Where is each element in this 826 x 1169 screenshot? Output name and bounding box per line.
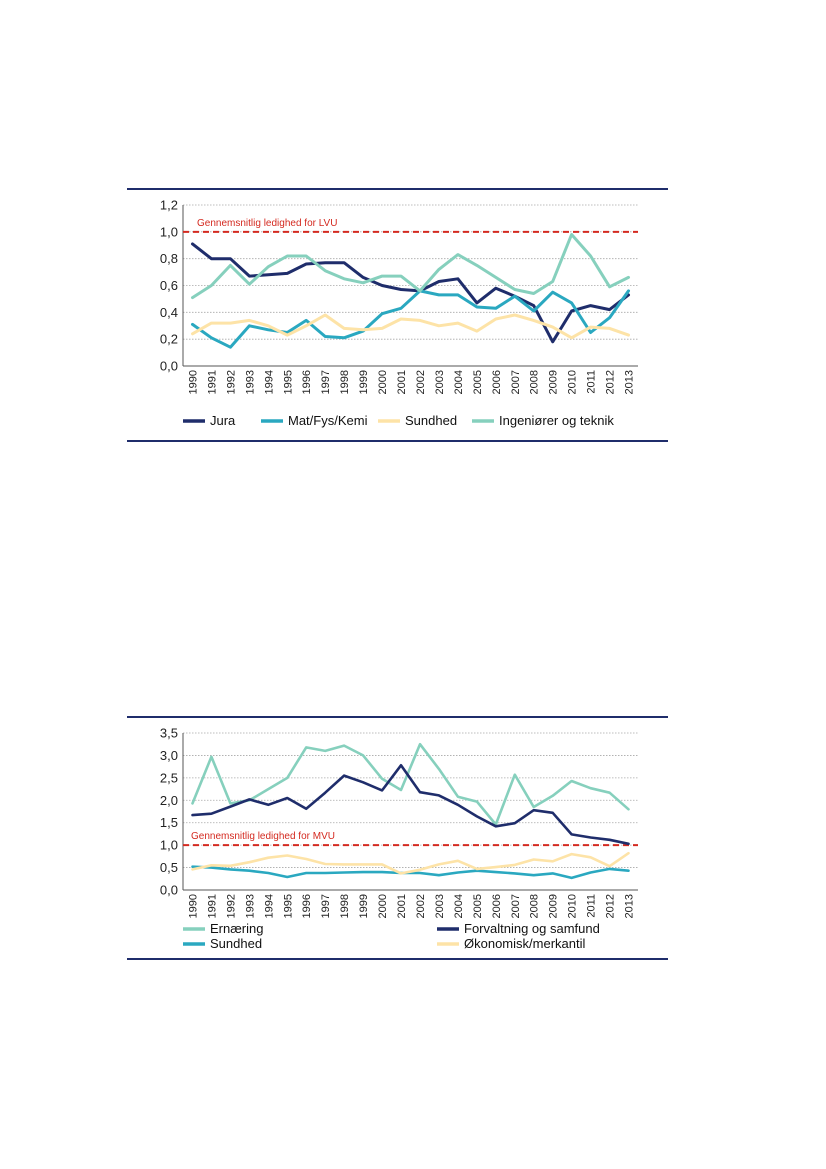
x-tick-label: 2008 xyxy=(529,894,541,918)
x-tick-label: 2008 xyxy=(529,370,541,394)
legend-label: Ingeniører og teknik xyxy=(499,413,614,428)
chart1-top-rule xyxy=(127,188,668,190)
chart-unemployment-lvu: 0,0 0,2 0,4 0,6 0,8 1,0 1,2 1990 1991 1992 1993 199… xyxy=(160,198,638,428)
x-tick-label: 2003 xyxy=(434,894,446,918)
x-tick-label: 2007 xyxy=(510,894,522,918)
y-tick-label: 3,0 xyxy=(160,748,178,763)
y-tick-label: 1,0 xyxy=(160,224,178,239)
x-tick-label: 1999 xyxy=(358,370,370,394)
y-tick-label: 0,5 xyxy=(160,860,178,875)
x-tick-label: 2001 xyxy=(396,894,408,918)
x-tick-label: 1992 xyxy=(225,370,237,394)
x-tick-label: 1996 xyxy=(301,370,313,394)
legend-label: Sundhed xyxy=(405,413,457,428)
x-tick-label: 2010 xyxy=(567,894,579,918)
reference-line-label: Gennemsnitlig ledighed for LVU xyxy=(197,218,337,229)
y-tick-label: 1,2 xyxy=(160,198,178,213)
x-tick-label: 2005 xyxy=(472,894,484,918)
x-tick-label: 2009 xyxy=(548,370,560,394)
x-tick-label: 2001 xyxy=(396,370,408,394)
x-tick-label: 1994 xyxy=(263,370,275,394)
x-tick-label: 1999 xyxy=(358,894,370,918)
chart-unemployment-mvu: 0,0 0,5 1,0 1,5 2,0 2,5 3,0 3,5 1990 1991 1992 1993… xyxy=(160,726,638,951)
x-tick-label: 2010 xyxy=(567,370,579,394)
x-tick-label: 1995 xyxy=(282,894,294,918)
series-line-2 xyxy=(191,865,630,880)
y-tick-label: 0,0 xyxy=(160,883,178,898)
legend-label: Mat/Fys/Kemi xyxy=(288,413,368,428)
x-tick-label: 1991 xyxy=(206,894,218,918)
x-tick-label: 2004 xyxy=(453,370,465,394)
x-tick-label: 1992 xyxy=(225,894,237,918)
x-tick-label: 2013 xyxy=(624,370,636,394)
x-tick-label: 1998 xyxy=(339,894,351,918)
x-tick-label: 2000 xyxy=(377,894,389,918)
legend-label: Sundhed xyxy=(210,936,262,951)
x-tick-label: 2009 xyxy=(548,894,560,918)
chart2-top-rule xyxy=(127,716,668,718)
y-tick-label: 0,0 xyxy=(160,359,178,374)
x-tick-label: 2013 xyxy=(624,894,636,918)
series-line-3 xyxy=(191,851,630,875)
x-tick-label: 1993 xyxy=(244,370,256,394)
x-tick-label: 1998 xyxy=(339,370,351,394)
y-tick-label: 2,0 xyxy=(160,793,178,808)
legend-label: Jura xyxy=(210,413,236,428)
y-tick-label: 1,5 xyxy=(160,815,178,830)
y-tick-label: 2,5 xyxy=(160,770,178,785)
x-tick-label: 2002 xyxy=(415,370,427,394)
x-tick-label: 1995 xyxy=(282,370,294,394)
x-tick-label: 2012 xyxy=(605,894,617,918)
y-tick-label: 0,2 xyxy=(160,332,178,347)
series-line-2 xyxy=(191,313,630,340)
chart1-bottom-rule xyxy=(127,440,668,442)
x-tick-label: 1993 xyxy=(244,894,256,918)
x-tick-label: 1990 xyxy=(187,370,199,394)
x-tick-label: 2011 xyxy=(586,370,598,394)
series-line-1 xyxy=(191,763,630,846)
y-tick-label: 0,8 xyxy=(160,251,178,266)
legend-label: Forvaltning og samfund xyxy=(464,921,600,936)
x-tick-label: 2006 xyxy=(491,894,503,918)
x-tick-label: 2007 xyxy=(510,370,522,394)
x-tick-label: 2011 xyxy=(586,894,598,918)
legend-label: Ernæring xyxy=(210,921,263,936)
x-tick-label: 1994 xyxy=(263,894,275,918)
x-tick-label: 1990 xyxy=(187,894,199,918)
x-tick-label: 2006 xyxy=(491,370,503,394)
reference-line-label: Gennemsnitlig ledighed for MVU xyxy=(191,831,335,842)
series-line-1 xyxy=(191,289,630,349)
x-tick-label: 2004 xyxy=(453,894,465,918)
series-line-0 xyxy=(191,742,630,826)
y-tick-label: 0,6 xyxy=(160,278,178,293)
chart2-bottom-rule xyxy=(127,958,668,960)
legend-label: Økonomisk/merkantil xyxy=(464,936,585,951)
x-tick-label: 1997 xyxy=(320,894,332,918)
x-tick-label: 1997 xyxy=(320,370,332,394)
series-line-3 xyxy=(191,233,630,300)
x-tick-label: 2000 xyxy=(377,370,389,394)
y-tick-label: 1,0 xyxy=(160,838,178,853)
x-tick-label: 2003 xyxy=(434,370,446,394)
x-tick-label: 1991 xyxy=(206,370,218,394)
x-tick-label: 2005 xyxy=(472,370,484,394)
y-tick-label: 3,5 xyxy=(160,726,178,741)
x-tick-label: 1996 xyxy=(301,894,313,918)
series-line-0 xyxy=(191,242,630,344)
x-tick-label: 2012 xyxy=(605,370,617,394)
y-tick-label: 0,4 xyxy=(160,305,178,320)
x-tick-label: 2002 xyxy=(415,894,427,918)
